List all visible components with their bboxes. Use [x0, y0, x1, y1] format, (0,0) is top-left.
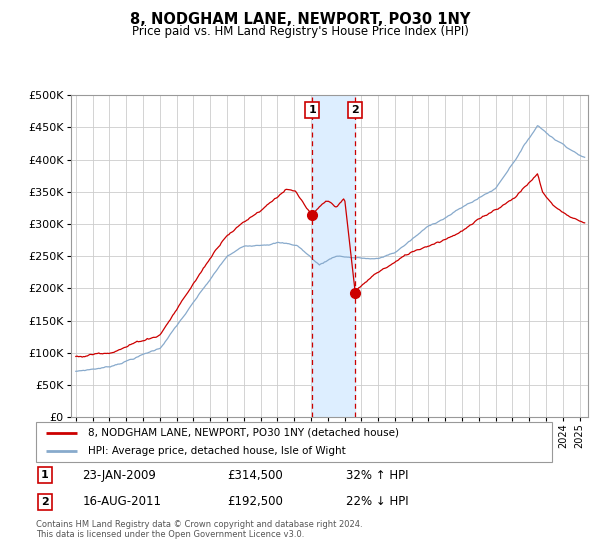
Text: 1: 1	[308, 105, 316, 115]
Text: 8, NODGHAM LANE, NEWPORT, PO30 1NY: 8, NODGHAM LANE, NEWPORT, PO30 1NY	[130, 12, 470, 27]
Text: Contains HM Land Registry data © Crown copyright and database right 2024.
This d: Contains HM Land Registry data © Crown c…	[36, 520, 362, 539]
FancyBboxPatch shape	[36, 422, 552, 462]
Text: 23-JAN-2009: 23-JAN-2009	[82, 469, 157, 482]
Text: 2: 2	[351, 105, 359, 115]
Text: 8, NODGHAM LANE, NEWPORT, PO30 1NY (detached house): 8, NODGHAM LANE, NEWPORT, PO30 1NY (deta…	[88, 428, 398, 437]
Text: Price paid vs. HM Land Registry's House Price Index (HPI): Price paid vs. HM Land Registry's House …	[131, 25, 469, 38]
Text: 2: 2	[41, 497, 49, 507]
Text: 32% ↑ HPI: 32% ↑ HPI	[346, 469, 408, 482]
Text: 16-AUG-2011: 16-AUG-2011	[82, 496, 161, 508]
Bar	[312, 95, 355, 417]
Text: £314,500: £314,500	[227, 469, 283, 482]
Text: £192,500: £192,500	[227, 496, 283, 508]
Text: 1: 1	[41, 470, 49, 480]
Text: HPI: Average price, detached house, Isle of Wight: HPI: Average price, detached house, Isle…	[88, 446, 346, 456]
Text: 22% ↓ HPI: 22% ↓ HPI	[346, 496, 408, 508]
